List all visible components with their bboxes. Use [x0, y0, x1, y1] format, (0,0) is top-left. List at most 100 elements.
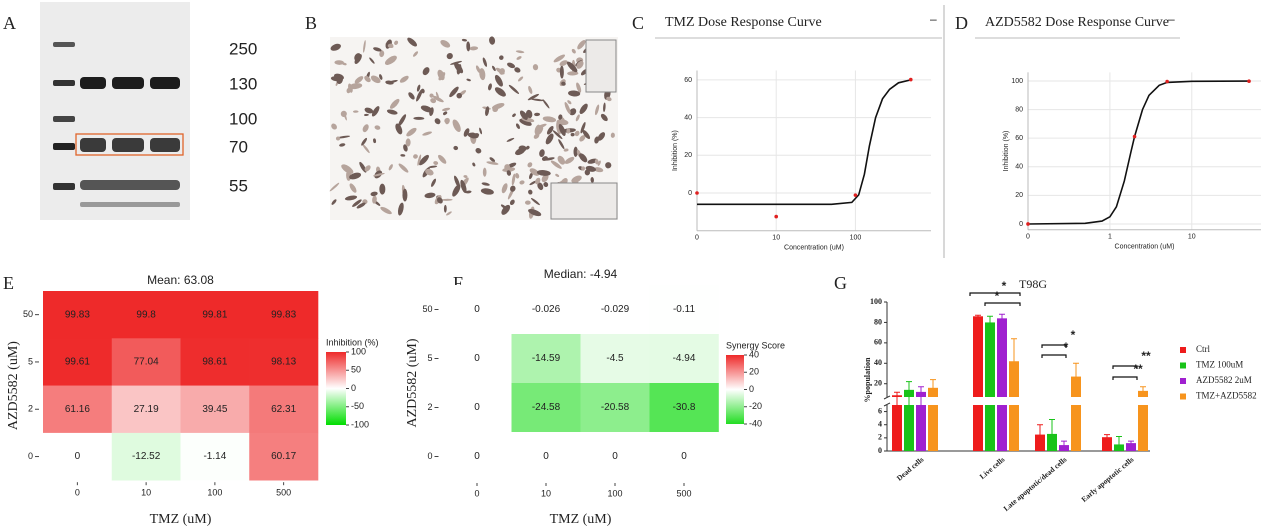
cell-value: 0: [543, 451, 549, 462]
x-tick-label: 1: [1108, 234, 1112, 241]
cell-value: -20.58: [601, 402, 630, 413]
colorbar-tick-label: 40: [749, 349, 759, 359]
heatmap-cell: [580, 383, 650, 433]
colorbar: [326, 352, 346, 425]
significance-bracket: [984, 302, 1021, 306]
x-tick-label: Dead cells: [895, 455, 926, 483]
heatmap-cell: [649, 334, 719, 384]
panel-label: A: [3, 13, 16, 33]
significance-mark: *: [995, 289, 1000, 303]
y-tick-label: 2: [28, 404, 33, 414]
legend-swatch: [1180, 378, 1186, 384]
y-tick-label: 5: [427, 353, 432, 363]
heatmap-cell: [43, 432, 113, 481]
y-tick-label: 80: [874, 317, 882, 326]
cell-value: 0: [474, 451, 480, 462]
x-tick-label: 10: [1188, 234, 1196, 241]
micrograph-image: [329, 36, 618, 220]
bar: [973, 405, 983, 451]
colorbar-title: Inhibition (%): [326, 337, 379, 347]
cell-value: 0: [681, 451, 687, 462]
data-point: [1247, 79, 1251, 84]
significance-bracket: [969, 292, 1021, 296]
y-tick-label: 20: [874, 379, 882, 388]
chart-title: Median: -4.94: [544, 267, 618, 281]
mw-marker: 130: [229, 74, 257, 93]
x-axis-label: TMZ (uM): [550, 512, 612, 527]
error-bar: [930, 379, 936, 396]
x-tick-label: 100: [850, 235, 862, 242]
x-tick-label: 10: [772, 235, 780, 242]
bar: [1071, 405, 1081, 451]
cell-value: -4.94: [673, 353, 696, 364]
error-bar: [987, 315, 993, 329]
bar: [997, 318, 1007, 397]
heatmap-cell: [511, 432, 581, 482]
cell-value: 99.83: [65, 309, 90, 320]
y-tick-label: 0: [688, 190, 692, 197]
cell-value: 39.45: [202, 404, 227, 415]
x-tick-label: 100: [607, 488, 622, 498]
cell-value: 0: [75, 451, 81, 462]
y-axis-label: AZD5582 (uM): [405, 338, 420, 427]
colorbar-tick-label: -40: [749, 418, 762, 428]
y-tick-label: 60: [874, 338, 882, 347]
axis-break: [883, 402, 891, 407]
x-tick-label: Early apoptotic cells: [1079, 455, 1135, 504]
heatmap-cell: [511, 334, 581, 384]
x-tick-label: 0: [1026, 234, 1030, 241]
data-point: [908, 77, 913, 82]
heatmap-cell: [442, 383, 512, 433]
heatmap-cell: [580, 285, 650, 335]
cell-value: -4.5: [606, 353, 624, 364]
cell-value: -12.52: [132, 451, 161, 462]
bar: [1138, 405, 1148, 451]
mw-marker: 250: [229, 39, 257, 58]
x-tick-label: 100: [207, 488, 222, 498]
y-tick-label: 20: [1015, 192, 1023, 199]
heatmap-cell: [180, 432, 250, 481]
legend-label: AZD5582 2uM: [1196, 375, 1252, 385]
bar: [928, 405, 938, 451]
significance-mark: **: [1141, 349, 1151, 363]
heatmap-cell: [249, 291, 319, 339]
x-tick-label: 500: [676, 488, 691, 498]
colorbar-tick-label: 0: [351, 383, 356, 393]
y-tick-label: 0: [427, 451, 432, 461]
data-point: [1132, 134, 1137, 139]
bar: [973, 316, 983, 397]
cell-value: 60.17: [271, 451, 296, 462]
significance-mark: *: [1064, 340, 1069, 354]
heatmap-cell: [249, 385, 319, 434]
chart-title: TMZ Dose Response Curve: [665, 15, 822, 30]
panel-label: G: [834, 273, 847, 293]
y-tick-label: 20: [684, 152, 692, 159]
cell-value: 0: [474, 353, 480, 364]
heatmap-cell: [649, 383, 719, 433]
heatmap-cell: [43, 291, 113, 339]
heatmap-cell: [180, 291, 250, 339]
mw-marker: 55: [229, 176, 248, 195]
y-tick-label: 6: [878, 406, 882, 415]
error-bar: [1104, 434, 1110, 440]
heatmap-cell: [511, 285, 581, 335]
blot-image: [40, 2, 190, 220]
y-tick-label: 40: [1015, 164, 1023, 171]
error-bar: [906, 381, 912, 412]
cell-value: 99.83: [271, 309, 296, 320]
significance-mark: *: [1071, 328, 1076, 342]
y-tick-label: 50: [422, 304, 432, 314]
heatmap-cell: [442, 285, 512, 335]
error-bar: [1061, 440, 1067, 450]
heatmap-cell: [580, 334, 650, 384]
legend-label: TMZ 100uM: [1196, 360, 1243, 370]
window-control: –: [1168, 12, 1175, 26]
legend-swatch: [1180, 393, 1186, 400]
y-tick-label: 4: [878, 420, 882, 429]
colorbar-tick-label: -100: [351, 419, 369, 429]
y-axis-label: AZD5582 (uM): [6, 341, 21, 430]
y-tick-label: 50: [23, 309, 33, 319]
error-bar: [918, 386, 924, 405]
heatmap-cell: [442, 334, 512, 384]
